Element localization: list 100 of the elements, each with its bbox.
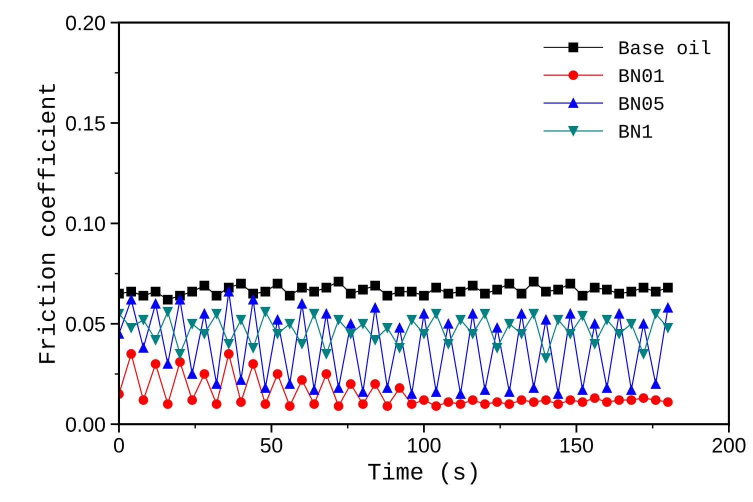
point bbox=[187, 369, 198, 379]
point bbox=[602, 284, 612, 295]
point bbox=[321, 308, 332, 319]
point bbox=[248, 294, 258, 305]
point bbox=[443, 288, 454, 299]
point bbox=[260, 286, 270, 297]
point bbox=[419, 290, 429, 301]
point bbox=[456, 286, 466, 297]
point bbox=[663, 282, 673, 293]
point bbox=[382, 322, 392, 333]
point bbox=[663, 322, 673, 333]
point bbox=[346, 318, 356, 329]
point bbox=[175, 349, 185, 359]
point bbox=[590, 282, 600, 293]
point bbox=[150, 334, 160, 345]
point bbox=[260, 383, 270, 393]
x-tick-label: 200 bbox=[712, 438, 746, 453]
point bbox=[553, 399, 563, 409]
point bbox=[578, 397, 588, 407]
point bbox=[334, 383, 344, 393]
point bbox=[419, 395, 429, 405]
point bbox=[272, 369, 282, 379]
point bbox=[260, 306, 270, 317]
point bbox=[394, 383, 404, 393]
point bbox=[650, 379, 661, 389]
point bbox=[406, 389, 417, 399]
point bbox=[175, 357, 185, 367]
point bbox=[553, 284, 563, 295]
point bbox=[236, 375, 246, 385]
point bbox=[224, 339, 234, 349]
point bbox=[443, 318, 454, 329]
x-tick-label: 50 bbox=[260, 438, 282, 453]
point bbox=[431, 401, 441, 411]
point bbox=[382, 290, 392, 301]
point bbox=[272, 314, 282, 325]
point bbox=[431, 387, 441, 397]
point bbox=[541, 314, 551, 325]
point bbox=[602, 314, 612, 325]
point bbox=[150, 286, 160, 297]
point bbox=[650, 308, 661, 319]
point bbox=[504, 278, 514, 288]
point bbox=[431, 282, 441, 293]
point bbox=[394, 343, 404, 353]
point bbox=[528, 308, 539, 319]
point bbox=[212, 379, 222, 389]
point bbox=[614, 288, 624, 299]
point bbox=[346, 379, 356, 389]
point bbox=[406, 286, 417, 297]
point bbox=[394, 322, 404, 333]
point bbox=[504, 399, 514, 409]
point bbox=[358, 318, 368, 329]
point bbox=[200, 328, 210, 339]
legend-label: BN1 bbox=[620, 124, 652, 138]
point bbox=[138, 343, 148, 353]
point bbox=[650, 395, 661, 405]
point bbox=[150, 298, 160, 309]
point bbox=[394, 286, 404, 297]
point bbox=[126, 286, 136, 297]
point bbox=[492, 343, 502, 353]
point bbox=[419, 308, 429, 319]
point bbox=[565, 328, 576, 339]
point bbox=[162, 359, 173, 369]
point bbox=[346, 288, 356, 299]
point bbox=[468, 328, 478, 339]
point bbox=[346, 328, 356, 339]
x-tick-label: 150 bbox=[560, 438, 593, 453]
legend-label: BN05 bbox=[620, 96, 664, 110]
point bbox=[480, 385, 490, 395]
point bbox=[456, 389, 466, 399]
point bbox=[187, 286, 198, 297]
point bbox=[626, 286, 636, 297]
point bbox=[431, 308, 441, 319]
point bbox=[590, 393, 600, 403]
point bbox=[504, 318, 514, 329]
point bbox=[492, 322, 502, 333]
y-tick-label: 0.10 bbox=[66, 216, 105, 232]
point bbox=[212, 399, 222, 409]
point bbox=[212, 308, 222, 319]
point bbox=[480, 399, 490, 409]
point bbox=[382, 401, 392, 411]
point bbox=[321, 369, 332, 379]
point bbox=[334, 401, 344, 411]
legend-label: BN01 bbox=[620, 69, 664, 82]
point bbox=[443, 397, 454, 407]
point bbox=[200, 308, 210, 319]
x-tick-label: 100 bbox=[408, 438, 441, 453]
y-tick-label: 0.05 bbox=[66, 316, 105, 332]
point bbox=[456, 399, 466, 409]
point bbox=[541, 395, 551, 405]
point bbox=[358, 284, 368, 295]
legend-label: Base oil bbox=[620, 40, 710, 54]
point bbox=[321, 349, 332, 359]
x-axis-title: Time (s) bbox=[368, 462, 477, 484]
point bbox=[578, 290, 588, 301]
point bbox=[297, 282, 307, 293]
point bbox=[638, 393, 648, 403]
point bbox=[187, 395, 198, 405]
point bbox=[272, 328, 282, 339]
point bbox=[297, 298, 307, 309]
point bbox=[309, 308, 320, 319]
